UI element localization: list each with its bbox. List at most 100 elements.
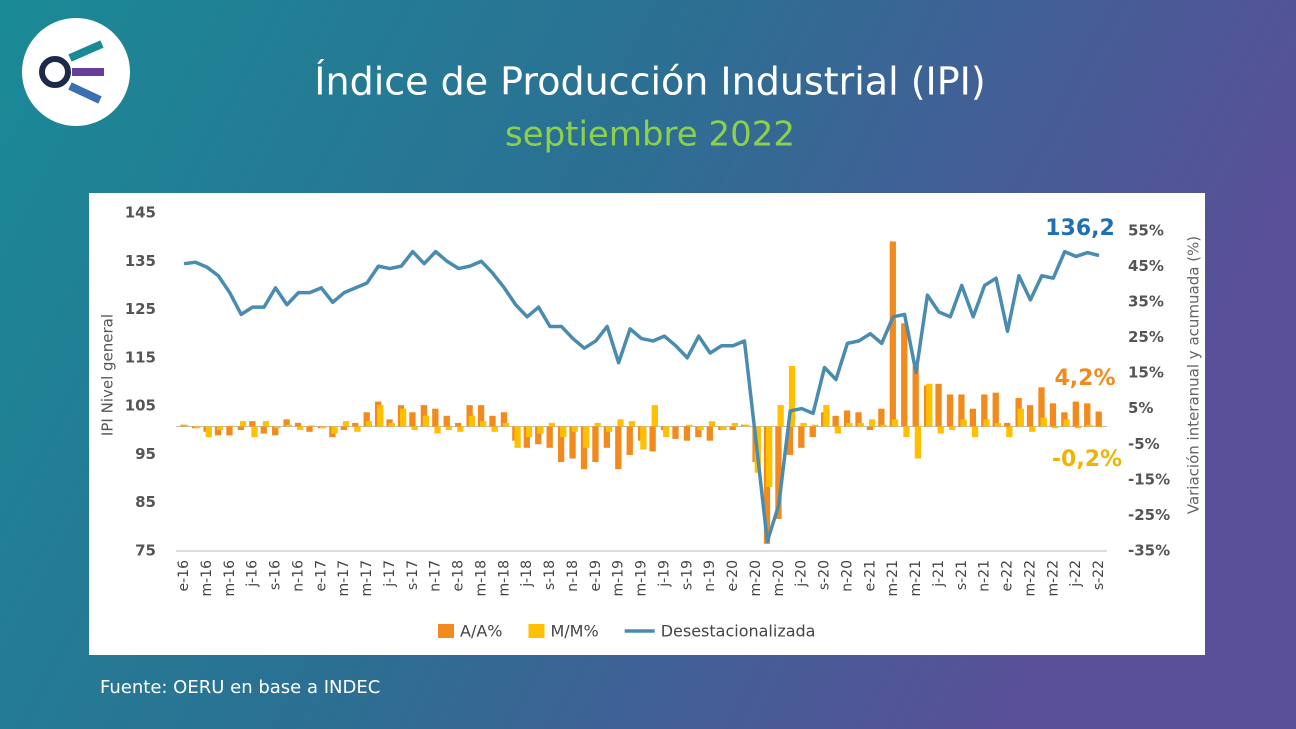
- x-tick-label: m-18: [473, 560, 489, 597]
- logo: [22, 18, 130, 126]
- bar: [708, 421, 716, 427]
- legend-swatch: [438, 624, 454, 638]
- x-tick-label: s-19: [679, 560, 695, 590]
- bar: [455, 422, 462, 427]
- bar: [672, 426, 679, 439]
- bar: [846, 422, 853, 427]
- bar: [514, 426, 521, 448]
- bar: [1004, 422, 1011, 427]
- bar: [1072, 401, 1079, 427]
- bar: [843, 410, 851, 427]
- bar: [960, 419, 967, 427]
- bar: [811, 424, 819, 427]
- bar: [468, 415, 475, 427]
- bar: [502, 422, 510, 427]
- x-tick-label: e-20: [725, 560, 741, 591]
- bar: [306, 426, 313, 432]
- x-tick-label: e-17: [313, 560, 329, 591]
- bar: [251, 426, 258, 438]
- y-tick-label: 145: [125, 204, 156, 222]
- bar: [729, 426, 736, 431]
- y-tick-label: 85: [135, 493, 156, 511]
- legend-label: A/A%: [460, 622, 502, 641]
- x-tick-label: n-19: [702, 560, 718, 592]
- x-tick-label: m-16: [199, 560, 215, 597]
- x-tick-label: e-21: [862, 560, 878, 591]
- bar: [546, 426, 553, 448]
- x-tick-label: j-16: [245, 560, 261, 588]
- bar: [294, 422, 302, 427]
- bar: [560, 426, 567, 438]
- bar: [226, 426, 233, 436]
- bar: [1026, 405, 1034, 427]
- y-tick-label: 125: [125, 300, 156, 318]
- bar: [926, 383, 933, 427]
- line: [183, 249, 1100, 544]
- bar: [949, 426, 956, 431]
- bar: [937, 426, 944, 434]
- x-tick-label: j-19: [656, 560, 672, 588]
- bar: [914, 426, 922, 459]
- y2-tick-label: 55%: [1128, 221, 1164, 239]
- bar: [583, 426, 590, 448]
- x-tick-label: n-16: [290, 560, 306, 592]
- y-axis-label: IPI Nivel general: [99, 314, 117, 436]
- bar: [912, 365, 919, 427]
- x-tick-label: m-19: [634, 560, 650, 597]
- bar: [766, 426, 773, 487]
- bar: [214, 426, 222, 436]
- x-tick-label: j-18: [519, 560, 535, 588]
- bar: [228, 425, 235, 427]
- legend-swatch: [528, 624, 545, 638]
- bar: [523, 426, 530, 448]
- bar: [205, 426, 212, 438]
- bar: [489, 415, 496, 427]
- bar: [889, 241, 896, 427]
- bar: [352, 422, 359, 427]
- x-tick-label: n-18: [565, 560, 581, 592]
- x-tick-label: s-22: [1091, 560, 1107, 590]
- bar: [628, 421, 636, 427]
- bar: [434, 426, 441, 434]
- bar: [649, 426, 656, 452]
- bar: [274, 426, 281, 429]
- x-tick-label: s-18: [542, 560, 558, 590]
- bar: [878, 408, 885, 427]
- bar: [640, 426, 647, 450]
- bar: [443, 415, 450, 427]
- bar: [697, 426, 704, 431]
- bar: [834, 426, 841, 434]
- x-tick-label: m-18: [496, 560, 512, 597]
- bar: [880, 424, 887, 427]
- bar: [262, 421, 270, 427]
- bar: [365, 421, 373, 427]
- x-tick-label: m-20: [771, 560, 787, 597]
- bar: [182, 425, 190, 427]
- y2-tick-label: 25%: [1128, 328, 1164, 346]
- bar: [297, 426, 304, 431]
- bar: [605, 426, 613, 432]
- bar: [525, 426, 533, 438]
- bar: [354, 426, 361, 432]
- bar: [308, 425, 315, 427]
- bar: [706, 426, 713, 441]
- bar: [866, 426, 874, 431]
- y2-tick-label: -35%: [1128, 542, 1170, 560]
- x-tick-label: m-16: [222, 560, 238, 597]
- bar: [958, 394, 965, 427]
- x-tick-label: n-21: [977, 560, 993, 592]
- bar: [809, 426, 816, 438]
- bar: [626, 426, 633, 455]
- x-tick-label: m-21: [908, 560, 924, 597]
- bar: [868, 419, 876, 427]
- bar: [1040, 417, 1047, 427]
- bar: [331, 426, 338, 434]
- y2-tick-label: -5%: [1128, 435, 1160, 453]
- bar: [1006, 426, 1013, 438]
- bar: [477, 405, 485, 427]
- bar: [480, 421, 487, 427]
- bar: [237, 426, 245, 431]
- bar: [1038, 387, 1045, 427]
- bar: [1049, 403, 1057, 427]
